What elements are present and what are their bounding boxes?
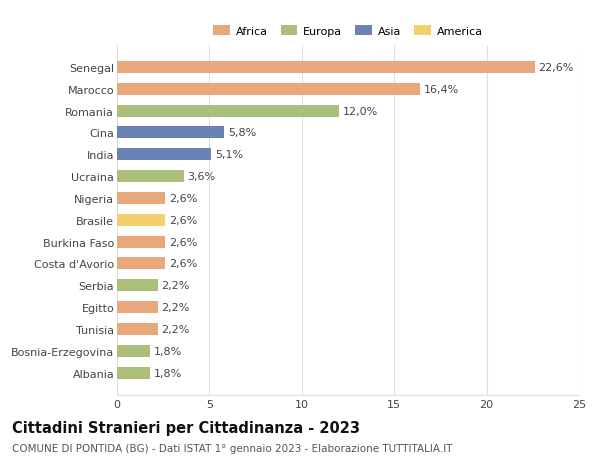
Text: 5,1%: 5,1% xyxy=(215,150,243,160)
Text: COMUNE DI PONTIDA (BG) - Dati ISTAT 1° gennaio 2023 - Elaborazione TUTTITALIA.IT: COMUNE DI PONTIDA (BG) - Dati ISTAT 1° g… xyxy=(12,443,452,453)
Bar xyxy=(117,84,420,95)
Bar xyxy=(117,149,211,161)
Text: 1,8%: 1,8% xyxy=(154,346,182,356)
Bar xyxy=(117,192,165,205)
Text: 22,6%: 22,6% xyxy=(538,63,574,73)
Text: 2,2%: 2,2% xyxy=(161,281,190,291)
Bar xyxy=(117,106,339,118)
Bar xyxy=(117,280,158,292)
Text: 1,8%: 1,8% xyxy=(154,368,182,378)
Bar xyxy=(117,236,165,248)
Text: 2,2%: 2,2% xyxy=(161,302,190,313)
Text: 2,6%: 2,6% xyxy=(169,259,197,269)
Bar xyxy=(117,345,150,357)
Text: 3,6%: 3,6% xyxy=(187,172,215,182)
Text: 12,0%: 12,0% xyxy=(343,106,378,116)
Bar xyxy=(117,127,224,139)
Text: 2,2%: 2,2% xyxy=(161,325,190,334)
Text: Cittadini Stranieri per Cittadinanza - 2023: Cittadini Stranieri per Cittadinanza - 2… xyxy=(12,420,360,435)
Bar xyxy=(117,214,165,226)
Text: 2,6%: 2,6% xyxy=(169,194,197,203)
Text: 2,6%: 2,6% xyxy=(169,215,197,225)
Bar xyxy=(117,302,158,313)
Text: 16,4%: 16,4% xyxy=(424,84,459,95)
Bar xyxy=(117,62,535,74)
Bar xyxy=(117,171,184,183)
Text: 2,6%: 2,6% xyxy=(169,237,197,247)
Bar xyxy=(117,258,165,270)
Legend: Africa, Europa, Asia, America: Africa, Europa, Asia, America xyxy=(213,26,483,37)
Bar xyxy=(117,367,150,379)
Bar xyxy=(117,323,158,335)
Text: 5,8%: 5,8% xyxy=(228,128,256,138)
